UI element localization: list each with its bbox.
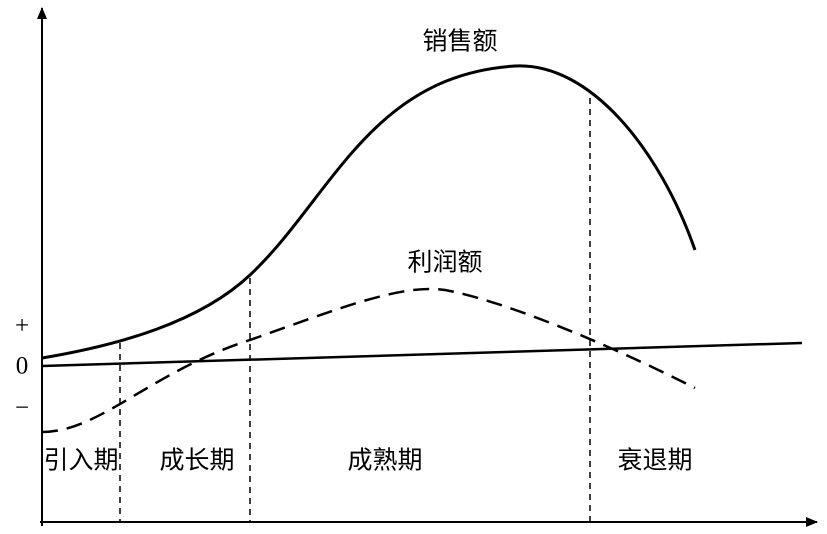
profit-label: 利润额 <box>407 249 482 277</box>
phase-label: 引入期 <box>43 448 118 475</box>
phase-label: 衰退期 <box>617 447 692 475</box>
sales-curve <box>41 64 697 360</box>
minus-label: − <box>15 395 29 422</box>
phase-label: 成熟期 <box>347 447 422 475</box>
sales-label: 销售额 <box>422 28 497 56</box>
zero-line <box>41 341 803 368</box>
profit-curve <box>41 287 696 434</box>
plus-label: + <box>15 313 29 340</box>
zero-label: 0 <box>16 353 29 380</box>
phase-label: 成长期 <box>159 447 234 475</box>
